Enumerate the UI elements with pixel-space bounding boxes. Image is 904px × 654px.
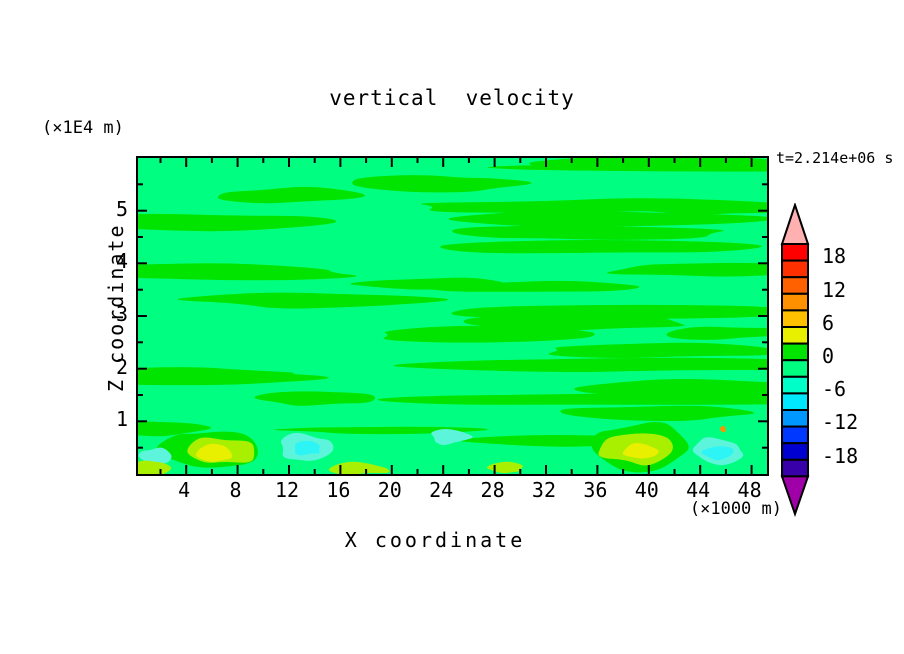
x-tick-label: 28: [480, 478, 505, 502]
colorbar-tick-label: 0: [822, 344, 835, 368]
colorbar-art: [780, 201, 810, 518]
plot-area: [136, 156, 769, 476]
colorbar-tick-label: -6: [822, 377, 847, 401]
x-tick-label: 12: [274, 478, 300, 502]
colorbar-under-arrow: [780, 475, 810, 518]
x-tick-label: 24: [429, 478, 454, 502]
x-tick-label: 32: [531, 478, 557, 502]
colorbar-over-arrow: [780, 201, 810, 245]
x-axis-title: X coordinate: [344, 528, 526, 552]
z-tick-label: 2: [115, 354, 128, 379]
z-tick-label: 3: [115, 302, 128, 326]
colorbar: [780, 201, 870, 521]
z-tick-label: 4: [115, 249, 128, 274]
colorbar-tick-label: -18: [822, 444, 859, 468]
x-axis-unit-label: (×1000 m): [689, 499, 782, 519]
colorbar-tick-label: -12: [822, 410, 859, 434]
chart-title: vertical velocity: [329, 86, 575, 110]
x-tick-label: 20: [377, 478, 402, 502]
x-tick-label: 36: [583, 478, 608, 502]
z-tick-label: 5: [115, 196, 128, 221]
timestamp-label: t=2.214e+06 s: [776, 149, 894, 167]
axis-ticks: [138, 158, 767, 474]
x-tick-label: 48: [737, 478, 762, 502]
colorbar-tick-label: 6: [822, 311, 835, 335]
colorbar-tick-label: 18: [822, 244, 847, 268]
y-axis-unit-label: (×1E4 m): [42, 118, 124, 138]
colorbar-tick-label: 12: [822, 278, 847, 302]
x-tick-label: 44: [686, 478, 711, 502]
x-tick-label: 40: [634, 478, 659, 502]
z-tick-label: 1: [115, 407, 128, 432]
x-tick-label: 8: [229, 478, 242, 502]
x-tick-label: 4: [178, 478, 191, 502]
contour-field-art: [138, 158, 767, 474]
x-tick-label: 16: [326, 478, 351, 502]
